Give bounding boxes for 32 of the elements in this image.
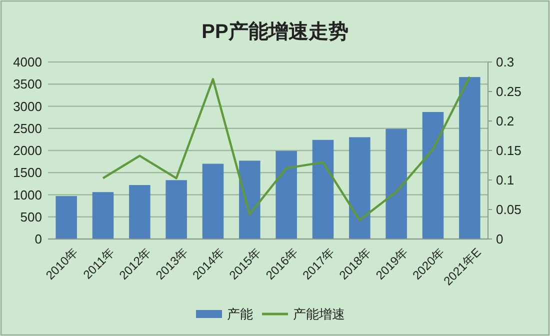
bar [459,77,480,239]
y-tick-label: 2500 [13,120,42,136]
bar [202,164,224,239]
y2-tick-label: 0.1 [496,172,514,188]
bar [312,140,334,239]
line-series [102,76,471,222]
y2-tick-label: 0.15 [496,143,522,158]
legend-label: 产能 [227,306,253,322]
bar [386,128,407,239]
y-tick-label: 1000 [13,187,42,202]
chart-title: PP产能增速走势 [202,20,348,43]
y2-tick-label: 0.25 [496,84,522,100]
bar [129,185,150,239]
y-tick-label: 2000 [13,143,42,158]
legend-label: 产能增速 [293,306,345,322]
y-tick-label: 3500 [13,76,42,92]
bar [239,160,260,239]
bar [166,180,187,239]
y-tick-label: 1500 [13,165,42,180]
y-tick-label: 0 [34,232,42,247]
y2-tick-label: 0.05 [496,202,522,218]
bar [349,137,370,239]
bar [92,192,114,239]
bar [422,112,444,239]
y-tick-label: 4000 [13,54,42,70]
bar [276,150,297,239]
bar [56,196,77,239]
y2-tick-label: 0.3 [496,54,514,70]
y2-tick-label: 0.2 [496,114,514,129]
y-tick-label: 500 [20,209,42,224]
y-tick-label: 3000 [13,98,42,114]
y2-tick-label: 0 [496,232,504,247]
